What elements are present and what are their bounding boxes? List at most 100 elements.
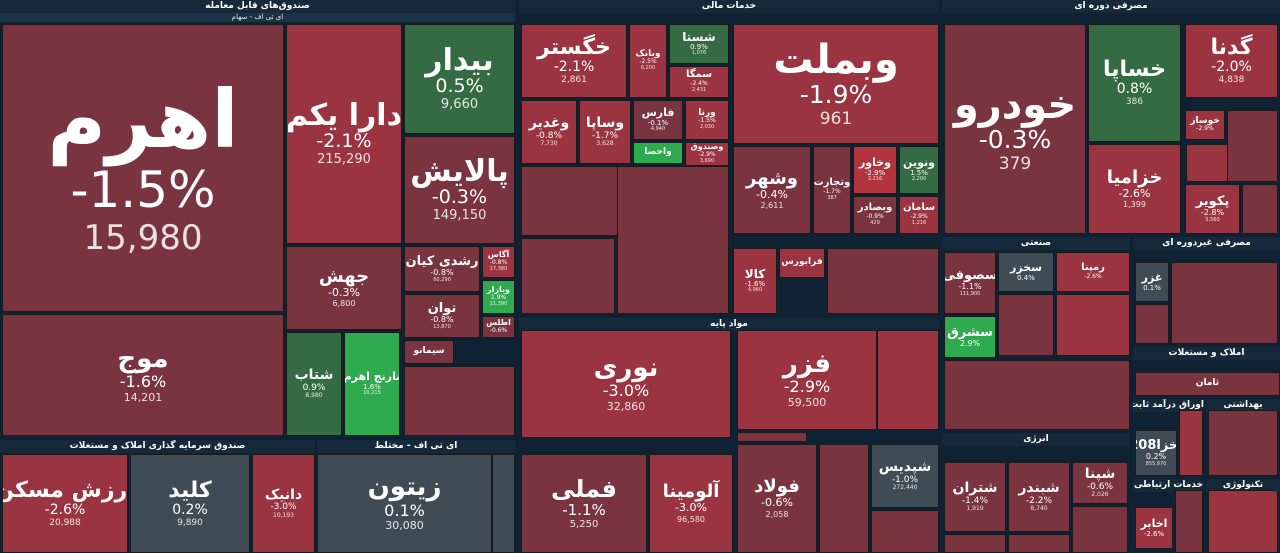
- change-percent: 0.8%: [1116, 81, 1153, 98]
- stock-tile[interactable]: بیدار 0.5% 9,660: [404, 24, 515, 134]
- minor-stock-tile[interactable]: [1242, 184, 1278, 234]
- stock-tile[interactable]: شپدیس -1.0% 272,440: [871, 444, 939, 508]
- stock-tile[interactable]: ثامان: [1135, 372, 1280, 396]
- change-percent: -3.0%: [270, 502, 297, 513]
- last-price: 6,800: [332, 299, 356, 309]
- change-percent: -1.1%: [958, 282, 982, 292]
- stock-tile[interactable]: شپنا -0.6% 2,026: [1072, 462, 1128, 504]
- stock-tile[interactable]: شبندر -2.2% 8,740: [1008, 462, 1070, 532]
- stock-tile[interactable]: سخزر 0.4%: [998, 252, 1054, 292]
- stock-tile[interactable]: پکویر -2.8% 5,560: [1185, 184, 1240, 234]
- stock-tile[interactable]: اهرم -1.5% 15,980: [2, 24, 284, 312]
- stock-tile[interactable]: پالایش -0.3% 149,150: [404, 136, 515, 244]
- stock-tile[interactable]: نارنج اهرم 1.6% 10,215: [344, 332, 400, 436]
- minor-stock-tile[interactable]: [1135, 304, 1169, 344]
- stock-tile[interactable]: وبانک -2.5% 6,200: [629, 24, 667, 98]
- stock-tile[interactable]: وصندوق -2.9% 3,690: [685, 142, 729, 166]
- stock-tile[interactable]: وخاور -2.9% 2,216: [853, 146, 897, 194]
- stock-tile[interactable]: موج -1.6% 14,201: [2, 314, 284, 436]
- stock-tile[interactable]: آلومینا -3.0% 96,580: [649, 454, 733, 553]
- minor-stock-tile[interactable]: [877, 330, 939, 430]
- minor-stock-tile[interactable]: [827, 248, 939, 314]
- stock-tile[interactable]: وبملت -1.9% 961: [733, 24, 939, 144]
- stock-tile[interactable]: رشدی کیان -0.8% 60,290: [404, 246, 480, 292]
- stock-tile[interactable]: وبصادر -0.9% 429: [853, 196, 897, 234]
- minor-stock-tile[interactable]: [1171, 262, 1278, 344]
- stock-tile[interactable]: کالا -1.6% 4,960: [733, 248, 777, 314]
- stock-tile[interactable]: جهش -0.3% 6,800: [286, 246, 402, 330]
- change-percent: -2.1%: [316, 130, 372, 153]
- sector-title: خدمات ارتباطی: [1133, 479, 1204, 492]
- stock-tile[interactable]: خوساز -2.9%: [1185, 110, 1225, 140]
- stock-tile[interactable]: سمگا -2.4% 2,431: [669, 66, 729, 98]
- stock-tile[interactable]: اطلس -0.6%: [482, 316, 515, 338]
- stock-tile[interactable]: شتران -1.4% 1,919: [944, 462, 1006, 532]
- minor-stock-tile[interactable]: [492, 454, 515, 553]
- stock-tile[interactable]: نوری -3.0% 32,860: [521, 330, 731, 438]
- stock-tile[interactable]: ورنا -1.5% 2,030: [685, 100, 729, 140]
- stock-tile[interactable]: آگاس -0.8% 17,380: [482, 246, 515, 278]
- stock-tile[interactable]: توان -0.8% 13,870: [404, 294, 480, 338]
- stock-tile[interactable]: اخزا2080.2%855,970: [1135, 430, 1177, 476]
- stock-tile[interactable]: شستا 0.9% 1,076: [669, 24, 729, 64]
- last-price: 5,250: [569, 518, 599, 530]
- stock-tile[interactable]: غزر 0.1%: [1135, 262, 1169, 302]
- change-percent: -0.6%: [1086, 481, 1114, 492]
- stock-tile[interactable]: وغدیر -0.8% 7,730: [521, 100, 577, 164]
- minor-stock-tile[interactable]: [1208, 490, 1278, 553]
- sector-title: صنعتی: [942, 237, 1130, 250]
- stock-tile[interactable]: فملی -1.1% 5,250: [521, 454, 647, 553]
- minor-stock-tile[interactable]: [871, 510, 939, 553]
- minor-stock-tile[interactable]: [944, 360, 1130, 430]
- last-price: 17,380: [489, 265, 508, 272]
- stock-symbol: آگاس: [487, 250, 510, 260]
- stock-tile[interactable]: وتجارت -1.7% 387: [813, 146, 851, 234]
- stock-tile[interactable]: فرابورس: [779, 248, 825, 278]
- minor-stock-tile[interactable]: [737, 432, 807, 442]
- minor-stock-tile[interactable]: [1227, 110, 1278, 182]
- stock-symbol: خزامیا: [1106, 166, 1163, 188]
- minor-stock-tile[interactable]: [1072, 506, 1128, 553]
- stock-tile[interactable]: سشرق 2.9%: [944, 316, 996, 358]
- minor-stock-tile[interactable]: [944, 534, 1006, 553]
- minor-stock-tile[interactable]: [1008, 534, 1070, 553]
- stock-tile[interactable]: خودرو -0.3% 379: [944, 24, 1086, 234]
- stock-tile[interactable]: سامان -2.9% 1,216: [899, 196, 939, 234]
- change-percent: -1.9%: [799, 79, 873, 109]
- change-percent: -1.1%: [562, 500, 606, 519]
- stock-tile[interactable]: رمپنا -2.6%: [1056, 252, 1130, 292]
- stock-tile[interactable]: سصوفی -1.1% 111,900: [944, 252, 996, 314]
- stock-tile[interactable]: خزامیا -2.6% 1,399: [1088, 144, 1181, 234]
- minor-stock-tile[interactable]: [404, 366, 515, 436]
- stock-tile[interactable]: وشهر -0.4% 2,611: [733, 146, 811, 234]
- change-percent: -2.6%: [1143, 529, 1165, 538]
- stock-tile[interactable]: وبازار 1.9% 11,390: [482, 280, 515, 314]
- stock-tile[interactable]: خگستر -2.1% 2,861: [521, 24, 627, 98]
- stock-tile[interactable]: ونوین 1.5% 2,200: [899, 146, 939, 194]
- stock-tile[interactable]: زیتون 0.1% 30,080: [317, 454, 492, 553]
- minor-stock-tile[interactable]: [998, 294, 1054, 356]
- stock-tile[interactable]: سیمانو: [404, 340, 454, 364]
- stock-tile[interactable]: فولاد -0.6% 2,058: [737, 444, 817, 553]
- stock-tile[interactable]: وساپا -1.7% 3,628: [579, 100, 631, 164]
- minor-stock-tile[interactable]: [1175, 490, 1203, 553]
- stock-tile[interactable]: دارا یکم -2.1% 215,290: [286, 24, 402, 244]
- stock-symbol: وساپا: [585, 115, 625, 132]
- stock-tile[interactable]: اخابر -2.6%: [1135, 507, 1173, 549]
- stock-symbol: رمپنا: [1081, 262, 1105, 274]
- stock-tile[interactable]: شتاب 0.9% 8,980: [286, 332, 342, 436]
- stock-tile[interactable]: خساپا 0.8% 386: [1088, 24, 1181, 142]
- stock-tile[interactable]: ارزش مسکن -2.6% 20,988: [2, 454, 128, 553]
- stock-tile[interactable]: گدنا -2.0% 4,838: [1185, 24, 1278, 98]
- stock-tile[interactable]: واحصا: [633, 142, 683, 164]
- stock-tile[interactable]: فزر -2.9% 59,500: [737, 330, 877, 430]
- stock-tile[interactable]: کلید 0.2% 9,890: [130, 454, 250, 553]
- stock-tile[interactable]: فارس -0.1% 4,940: [633, 100, 683, 140]
- minor-stock-tile[interactable]: [617, 166, 729, 314]
- minor-stock-tile[interactable]: [1179, 410, 1203, 476]
- minor-stock-tile[interactable]: [1056, 294, 1130, 356]
- minor-stock-tile[interactable]: [819, 444, 869, 553]
- minor-stock-tile[interactable]: [521, 238, 615, 314]
- minor-stock-tile[interactable]: [1208, 410, 1278, 476]
- stock-tile[interactable]: دانیک -3.0% 10,193: [252, 454, 315, 553]
